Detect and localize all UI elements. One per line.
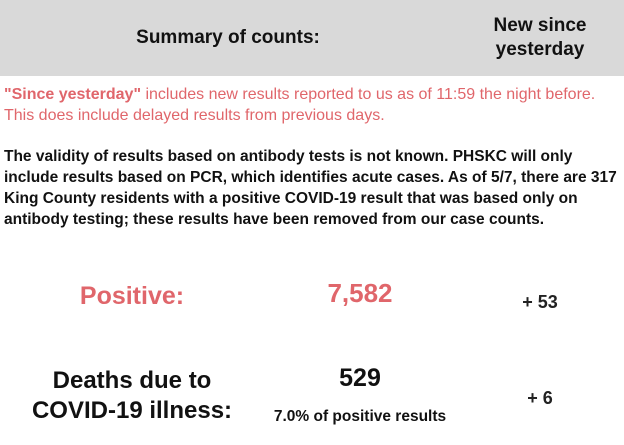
new-since-line2: yesterday	[495, 39, 585, 60]
deaths-label-line1: Deaths due to	[52, 367, 212, 394]
positive-label: Positive:	[79, 282, 185, 310]
antibody-validity-note: The validity of results based on antibod…	[4, 148, 617, 228]
summary-header: Summary of counts: New since yesterday	[0, 0, 624, 76]
deaths-new-count: + 6	[527, 388, 553, 408]
new-since-line1: New since	[493, 15, 587, 36]
deaths-label: Deaths due to COVID-19 illness:	[0, 366, 264, 426]
positive-new-count: + 53	[522, 292, 558, 312]
deaths-percent: 7.0% of positive results	[273, 408, 447, 425]
deaths-label-line2: COVID-19 illness:	[31, 397, 233, 424]
deaths-count: 529	[339, 364, 381, 392]
since-yesterday-text: includes new results reported to us as o…	[4, 86, 596, 124]
summary-title: Summary of counts:	[136, 27, 320, 48]
new-since-yesterday-header: New since yesterday	[456, 0, 624, 76]
positive-count: 7,582	[327, 278, 393, 308]
since-yesterday-note: "Since yesterday" includes new results r…	[4, 84, 620, 126]
since-yesterday-highlight: "Since yesterday"	[4, 86, 142, 103]
